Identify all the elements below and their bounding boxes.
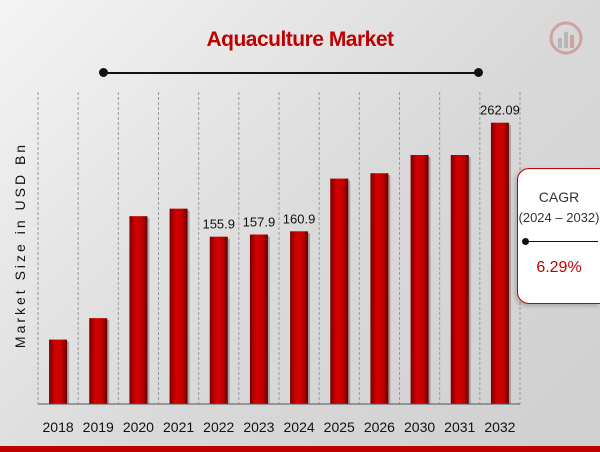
bar-2021: [169, 208, 188, 404]
chart-logo-icon: [549, 21, 583, 55]
x-tick-2023: 2023: [243, 419, 274, 435]
bar-2026: [370, 173, 389, 404]
cagr-divider: [526, 241, 598, 242]
x-tick-2031: 2031: [444, 419, 475, 435]
bar-2023: [249, 234, 268, 404]
x-tick-2022: 2022: [203, 419, 234, 435]
x-tick-2032: 2032: [484, 419, 515, 435]
bar-2019: [89, 318, 108, 404]
data-labels: 155.9 157.9 160.9 262.09: [202, 103, 519, 232]
title-underline-right-dot: [474, 68, 483, 77]
bar-2031: [450, 154, 469, 404]
data-label-2023: 157.9: [243, 215, 276, 230]
grid-lines: [37, 92, 521, 404]
bar-2030: [410, 154, 429, 404]
x-tick-2019: 2019: [83, 419, 114, 435]
data-label-2032: 262.09: [480, 103, 520, 118]
x-tick-2030: 2030: [404, 419, 435, 435]
x-tick-2024: 2024: [284, 419, 315, 435]
x-tick-2026: 2026: [364, 419, 395, 435]
bar-2032: [490, 122, 509, 404]
x-tick-2018: 2018: [43, 419, 74, 435]
bar-2020: [129, 216, 148, 404]
data-label-2024: 160.9: [283, 211, 316, 226]
x-tick-2025: 2025: [324, 419, 355, 435]
x-tick-2020: 2020: [123, 419, 154, 435]
cagr-value: 6.29%: [536, 259, 582, 276]
bottom-accent-bar: [0, 446, 600, 452]
bars: [49, 122, 511, 404]
bar-2025: [330, 178, 349, 404]
bar-2022: [209, 236, 228, 404]
cagr-divider-dot: [522, 238, 529, 245]
chart-title: Aquaculture Market: [206, 28, 394, 51]
data-label-2022: 155.9: [202, 217, 235, 232]
cagr-label: CAGR: [538, 189, 580, 205]
title-underline-left-dot: [99, 68, 108, 77]
cagr-period: (2024 – 2032): [518, 210, 600, 225]
x-tick-2021: 2021: [163, 419, 194, 435]
cagr-callout: CAGR (2024 – 2032) 6.29%: [517, 168, 600, 304]
title-underline: [103, 72, 479, 74]
bar-2018: [49, 339, 68, 404]
x-tick-labels: 2018 2019 2020 2021 2022 2023 2024 2025 2026 2030…: [43, 419, 516, 435]
bar-2024: [290, 231, 309, 404]
